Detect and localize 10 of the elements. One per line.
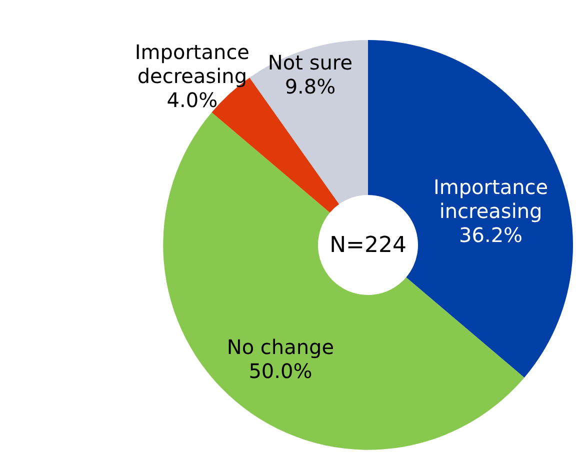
data-label: 9.8% — [284, 74, 336, 98]
text: N=224 — [330, 233, 406, 258]
data-label: 50.0% — [248, 359, 312, 384]
slice-label: Importance decreasing — [134, 40, 250, 88]
data-label: 4.0% — [166, 88, 218, 112]
data-label: 36.2% — [459, 223, 523, 248]
donut-slice — [250, 40, 368, 204]
slice-label: Importance increasing — [433, 175, 548, 224]
slice-label: No change — [226, 335, 334, 360]
slice-label: Not sure — [268, 50, 353, 74]
